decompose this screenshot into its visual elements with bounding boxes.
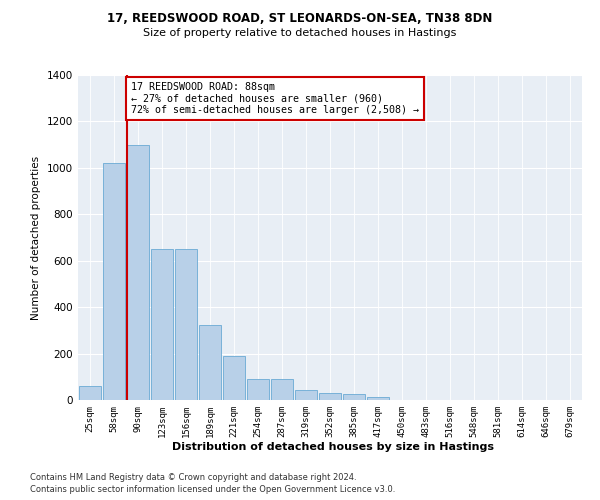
Bar xyxy=(199,324,221,400)
Bar xyxy=(79,386,101,400)
Text: 17, REEDSWOOD ROAD, ST LEONARDS-ON-SEA, TN38 8DN: 17, REEDSWOOD ROAD, ST LEONARDS-ON-SEA, … xyxy=(107,12,493,26)
Bar xyxy=(247,379,269,400)
Bar xyxy=(343,394,365,400)
Bar xyxy=(367,396,389,400)
Bar xyxy=(271,379,293,400)
Bar xyxy=(295,390,317,400)
Bar xyxy=(223,356,245,400)
Text: Contains HM Land Registry data © Crown copyright and database right 2024.: Contains HM Land Registry data © Crown c… xyxy=(30,472,356,482)
Y-axis label: Number of detached properties: Number of detached properties xyxy=(31,156,41,320)
Bar xyxy=(319,393,341,400)
Text: Contains public sector information licensed under the Open Government Licence v3: Contains public sector information licen… xyxy=(30,485,395,494)
Text: Size of property relative to detached houses in Hastings: Size of property relative to detached ho… xyxy=(143,28,457,38)
Bar xyxy=(103,163,125,400)
Text: 17 REEDSWOOD ROAD: 88sqm
← 27% of detached houses are smaller (960)
72% of semi-: 17 REEDSWOOD ROAD: 88sqm ← 27% of detach… xyxy=(131,82,419,115)
Bar xyxy=(127,144,149,400)
Bar xyxy=(175,249,197,400)
Bar xyxy=(151,249,173,400)
Text: Distribution of detached houses by size in Hastings: Distribution of detached houses by size … xyxy=(172,442,494,452)
